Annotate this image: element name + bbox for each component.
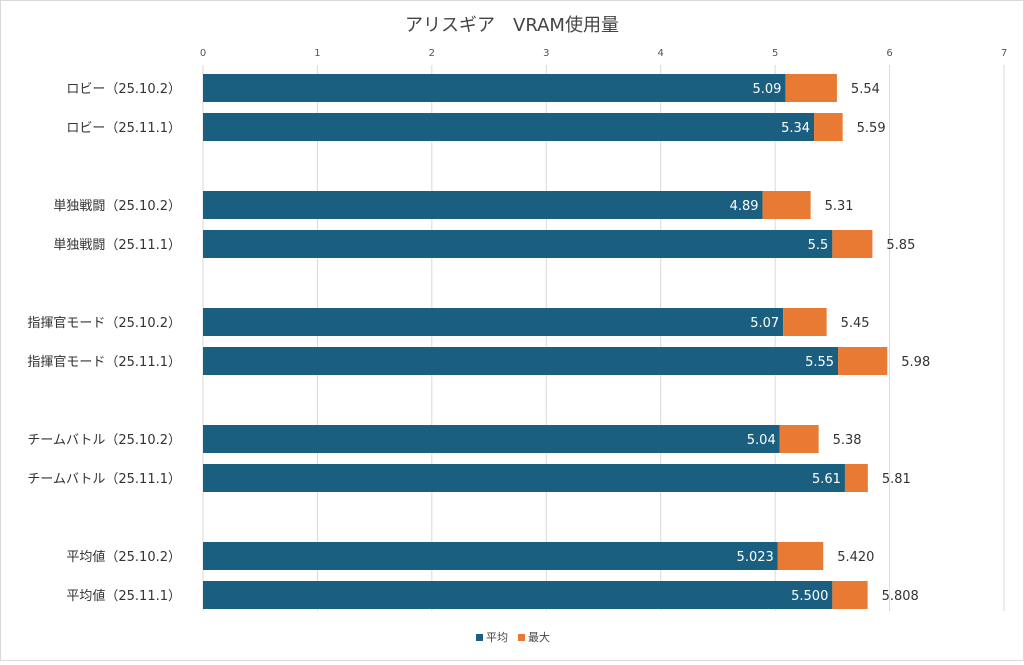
data-label-maximum: 5.81	[882, 472, 911, 487]
bar-average	[203, 581, 833, 609]
data-label-maximum: 5.98	[901, 355, 930, 370]
category-labels: ロビー（25.10.2） ロビー（25.11.1） 単独戦闘（25.10.2） 単独戦…	[27, 82, 181, 604]
data-label-average: 5.61	[812, 472, 841, 487]
category-label: 単独戦闘（25.10.2）	[53, 198, 181, 214]
bar-average	[203, 464, 845, 492]
bar-maximum	[783, 308, 827, 336]
category-label: 指揮官モード（25.11.1）	[27, 354, 181, 370]
data-label-average: 5.500	[791, 589, 828, 604]
data-label-maximum: 5.31	[825, 199, 854, 214]
x-tick-label: 3	[543, 48, 549, 59]
data-label-maximum: 5.59	[857, 121, 886, 136]
category-label: 指揮官モード（25.10.2）	[27, 315, 181, 331]
bar-average	[203, 542, 778, 570]
data-label-maximum: 5.85	[886, 238, 915, 253]
bar-maximum	[838, 347, 888, 375]
data-label-maximum: 5.808	[882, 589, 919, 604]
x-tick-label: 7	[1001, 48, 1007, 59]
data-label-average: 5.5	[808, 238, 829, 253]
legend-label: 平均	[486, 631, 508, 644]
x-axis-ticks: 0 1 2 3 4 5 6 7	[200, 48, 1007, 59]
data-label-average: 5.07	[750, 316, 779, 331]
bar-maximum	[762, 191, 811, 219]
bars	[203, 74, 888, 609]
category-label: 平均値（25.10.2）	[66, 549, 181, 565]
data-label-average: 5.55	[805, 355, 834, 370]
category-label: チームバトル（25.11.1）	[27, 472, 181, 487]
bar-average	[203, 308, 784, 336]
bar-maximum	[785, 74, 837, 102]
legend: 平均 最大	[476, 630, 550, 644]
bar-average	[203, 425, 780, 453]
legend-swatch	[476, 634, 483, 641]
grid-lines	[202, 65, 1005, 611]
bar-maximum	[779, 425, 819, 453]
bar-maximum	[777, 542, 824, 570]
data-label-maximum: 5.420	[837, 550, 874, 565]
legend-swatch	[518, 634, 525, 641]
x-tick-label: 6	[886, 48, 892, 59]
category-label: チームバトル（25.10.2）	[27, 433, 181, 448]
chart-title: アリスギア VRAM使用量	[405, 15, 619, 36]
bar-maximum	[814, 113, 843, 141]
bar-maximum	[832, 581, 868, 609]
category-label: 平均値（25.11.1）	[66, 588, 181, 604]
data-label-average: 5.09	[752, 82, 781, 97]
data-label-average: 5.04	[747, 433, 776, 448]
bar-average	[203, 74, 786, 102]
bar-average	[203, 347, 839, 375]
bar-maximum	[844, 464, 868, 492]
legend-label: 最大	[528, 630, 550, 644]
x-tick-label: 2	[429, 48, 435, 59]
data-label-average: 5.34	[781, 121, 810, 136]
x-tick-label: 1	[314, 48, 320, 59]
category-label: ロビー（25.10.2）	[66, 82, 181, 97]
category-label: 単独戦闘（25.11.1）	[53, 237, 181, 253]
x-tick-label: 4	[658, 48, 664, 59]
bar-maximum	[832, 230, 873, 258]
x-tick-label: 0	[200, 48, 206, 59]
data-label-maximum: 5.38	[833, 433, 862, 448]
data-labels: 5.09 5.54 5.34 5.59 4.89 5.31 5.5 5.85 5.07 5.45 5…	[730, 82, 931, 604]
data-label-maximum: 5.54	[851, 82, 880, 97]
data-label-average: 4.89	[730, 199, 759, 214]
data-label-average: 5.023	[737, 550, 774, 565]
bar-average	[203, 230, 833, 258]
x-tick-label: 5	[772, 48, 778, 59]
category-label: ロビー（25.11.1）	[66, 121, 181, 136]
bar-average	[203, 191, 763, 219]
data-label-maximum: 5.45	[841, 316, 870, 331]
bar-average	[203, 113, 815, 141]
